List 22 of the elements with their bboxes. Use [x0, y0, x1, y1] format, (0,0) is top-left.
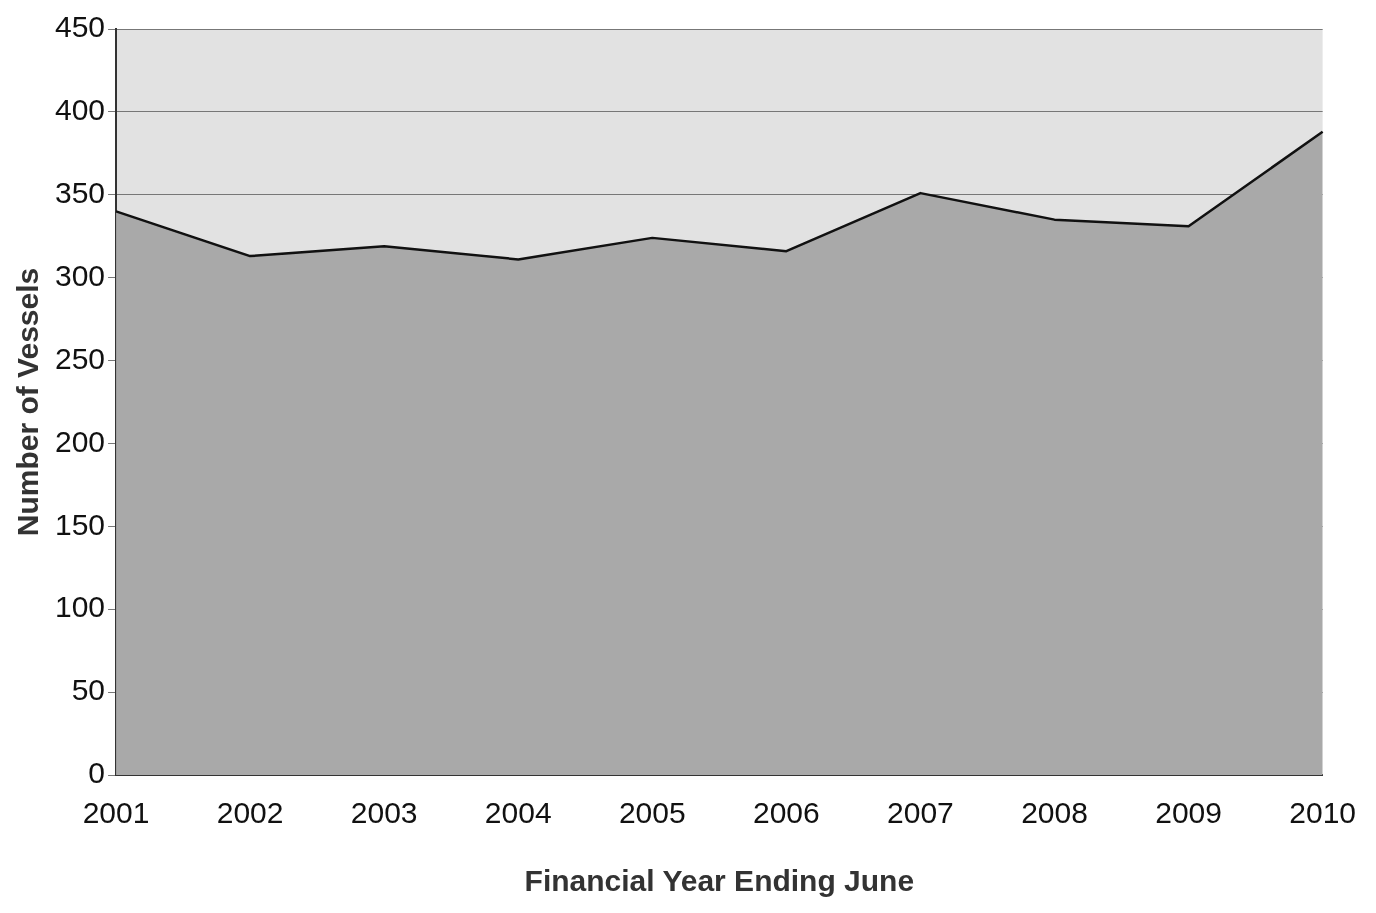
x-tick-label: 2005: [618, 796, 686, 830]
x-tick-label: 2004: [484, 796, 552, 830]
y-tick-label: 100: [54, 590, 106, 624]
x-tick-label: 2002: [216, 796, 284, 830]
y-tick-label: 250: [54, 341, 106, 375]
x-tick-label: 2003: [350, 796, 418, 830]
y-tick-label: 50: [71, 673, 106, 707]
x-tick-label: 2008: [1021, 796, 1088, 830]
y-tick-label: 350: [54, 176, 106, 210]
y-tick-label: 200: [54, 424, 106, 458]
y-tick-label: 150: [54, 507, 106, 541]
y-tick-label: 300: [54, 258, 106, 292]
x-axis-title: Financial Year Ending June: [524, 864, 915, 898]
x-tick-label: 2006: [753, 796, 820, 830]
y-tick-label: 400: [54, 93, 106, 127]
y-tick-label: 0: [88, 756, 106, 790]
x-tick-label: 2009: [1155, 796, 1222, 830]
y-tick-label: 450: [54, 10, 106, 44]
x-tick-label: 2007: [887, 796, 954, 830]
x-tick-label: 2010: [1289, 796, 1357, 830]
y-axis-title: Number of Vessels: [11, 267, 45, 537]
x-tick-label: 2001: [82, 796, 150, 830]
